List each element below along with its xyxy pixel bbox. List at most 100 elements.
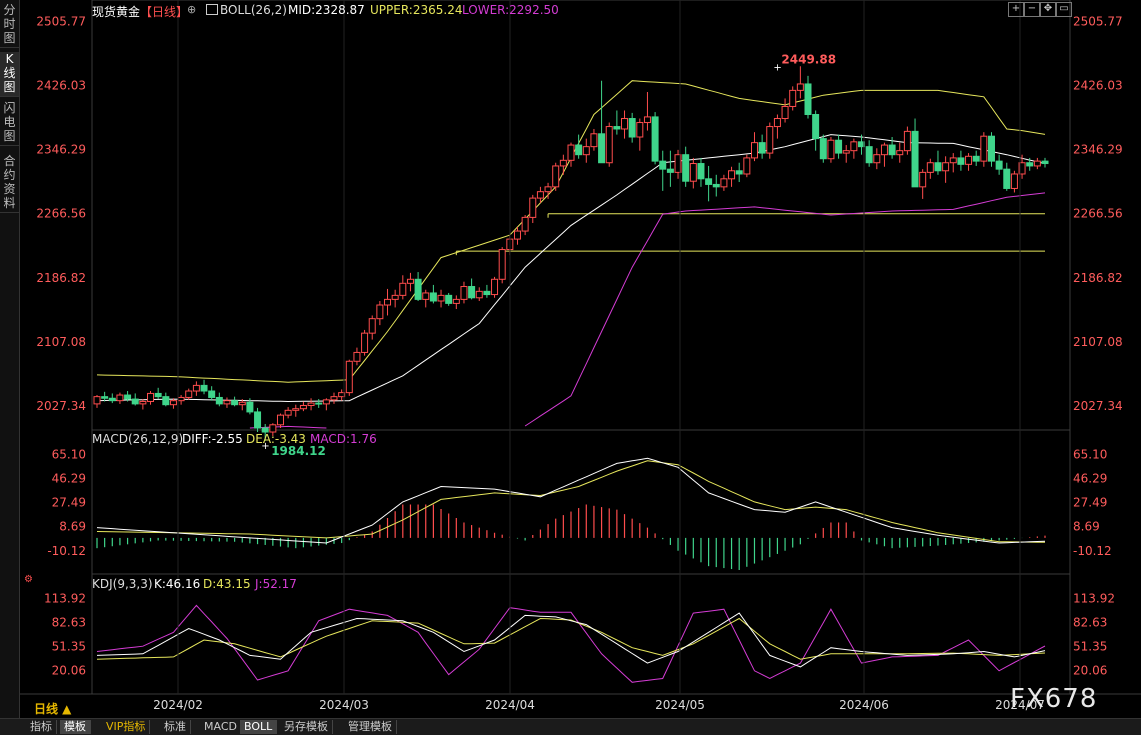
- candle-down: [735, 170, 743, 175]
- tab-contract-info[interactable]: 合约资料: [0, 154, 19, 213]
- candle-down: [835, 139, 843, 154]
- boll-lower-value: LOWER:2292.50: [462, 3, 559, 17]
- candle-up: [605, 126, 613, 164]
- chart-area: 2505.77 2505.77 2426.03 2426.03 2346.29 2346.…: [20, 0, 1141, 718]
- tab-vip-indicators[interactable]: VIP指标: [102, 720, 151, 734]
- settings-gear-icon[interactable]: ⚙: [24, 574, 33, 585]
- candle-up: [903, 130, 911, 152]
- kdj-j-value: J:52.17: [255, 577, 297, 591]
- candle-down: [315, 402, 323, 405]
- candle-up: [880, 144, 888, 156]
- tab-label: 合约资料: [3, 154, 16, 210]
- candle-down: [659, 160, 667, 170]
- candle-up: [636, 122, 644, 138]
- candle-up: [169, 400, 177, 406]
- chart-canvas[interactable]: 2505.77 2505.77 2426.03 2426.03 2346.29 2346.…: [20, 0, 1141, 718]
- candle-up: [116, 394, 124, 402]
- window-icon[interactable]: ▭: [1056, 2, 1072, 17]
- boll-upper-value: UPPER:2365.24: [370, 3, 463, 17]
- candle-down: [598, 133, 606, 164]
- macd-tick-left: 46.29: [52, 471, 86, 485]
- period-label: 【日线】: [140, 5, 189, 19]
- candle-up: [322, 399, 330, 405]
- instrument-title: 现货黄金: [92, 5, 141, 19]
- tab-lightning-chart[interactable]: 闪电图: [0, 101, 19, 146]
- candle-up: [498, 249, 506, 280]
- tab-time-sharing-chart[interactable]: 分时图: [0, 3, 19, 48]
- candle-up: [284, 409, 292, 416]
- kdj-tick-left: 82.63: [52, 616, 86, 630]
- kdj-panel-frame: [91, 573, 1071, 695]
- price-tick-left: 2426.03: [36, 79, 86, 93]
- time-axis-month-label: 2024/06: [839, 698, 889, 712]
- candle-down: [697, 163, 705, 180]
- period-selector[interactable]: 日线 ▲: [34, 702, 72, 716]
- candle-up: [238, 401, 246, 406]
- tab-manage-template[interactable]: 管理模板: [344, 720, 397, 734]
- candle-down: [231, 400, 239, 406]
- tab-standard[interactable]: 标准: [160, 720, 191, 734]
- zoom-out-icon[interactable]: −: [1024, 2, 1040, 17]
- watermark-logo: FX678: [1010, 684, 1098, 714]
- price-tick-left: 2107.08: [36, 335, 86, 349]
- candle-up: [139, 400, 147, 405]
- price-tick-left: 2266.56: [36, 207, 86, 221]
- candle-down: [705, 178, 713, 185]
- candle-up: [827, 139, 835, 160]
- candle-up: [521, 216, 529, 232]
- candle-down: [651, 116, 659, 162]
- tab-boll[interactable]: BOLL: [240, 720, 278, 734]
- candle-up: [873, 154, 881, 164]
- boll-lower-line: [249, 192, 1046, 429]
- candle-up: [720, 178, 728, 188]
- candle-up: [544, 186, 552, 193]
- candle-up: [192, 384, 200, 392]
- candle-down: [154, 392, 162, 398]
- candle-down: [712, 183, 720, 188]
- candle-down: [124, 394, 132, 400]
- crosshair-icon[interactable]: ⊕: [187, 3, 197, 16]
- candle-down: [812, 114, 820, 140]
- tab-indicators[interactable]: 指标: [26, 720, 57, 734]
- tab-template[interactable]: 模板: [60, 720, 91, 734]
- tab-kline-chart[interactable]: K线图: [0, 52, 19, 97]
- tab-label: K线图: [3, 52, 16, 94]
- indicator-toggle-icon[interactable]: [206, 4, 218, 15]
- candle-down: [131, 398, 139, 405]
- candle-up: [750, 142, 758, 159]
- low-marker: +: [261, 441, 269, 452]
- macd-value: MACD:1.76: [310, 432, 377, 446]
- price-tick-left: 2505.77: [36, 14, 86, 28]
- move-icon[interactable]: ✥: [1040, 2, 1056, 17]
- macd-tick-left: 65.10: [52, 447, 86, 461]
- candle-down: [108, 397, 116, 402]
- tab-macd[interactable]: MACD: [200, 720, 242, 734]
- candle-down: [613, 126, 621, 130]
- candle-up: [376, 304, 384, 320]
- macd-tick-right: 27.49: [1073, 496, 1107, 510]
- kdj-title: KDJ(9,3,3): [92, 577, 153, 591]
- candle-down: [865, 146, 873, 164]
- candle-up: [643, 116, 651, 124]
- candle-up: [422, 292, 430, 300]
- boll-mid-value: MID:2328.87: [288, 3, 365, 17]
- zoom-in-icon[interactable]: +: [1008, 2, 1024, 17]
- price-tick-right: 2107.08: [1073, 335, 1123, 349]
- high-price-annotation: 2449.88: [781, 52, 836, 66]
- macd-tick-right: -10.12: [1073, 544, 1112, 558]
- candle-down: [682, 154, 690, 182]
- candle-up: [269, 424, 277, 433]
- candle-up: [842, 150, 850, 154]
- candle-down: [987, 135, 995, 162]
- candle-up: [391, 294, 399, 300]
- candle-down: [911, 130, 919, 188]
- candle-up: [384, 298, 392, 306]
- candle-up: [590, 133, 598, 148]
- candle-up: [926, 162, 934, 173]
- price-tick-left: 2027.34: [36, 399, 86, 413]
- candle-down: [429, 292, 437, 302]
- macd-dea-line: [96, 460, 1046, 543]
- tab-label: 闪电图: [3, 101, 16, 143]
- candle-down: [972, 155, 980, 162]
- tab-save-template[interactable]: 另存模板: [280, 720, 333, 734]
